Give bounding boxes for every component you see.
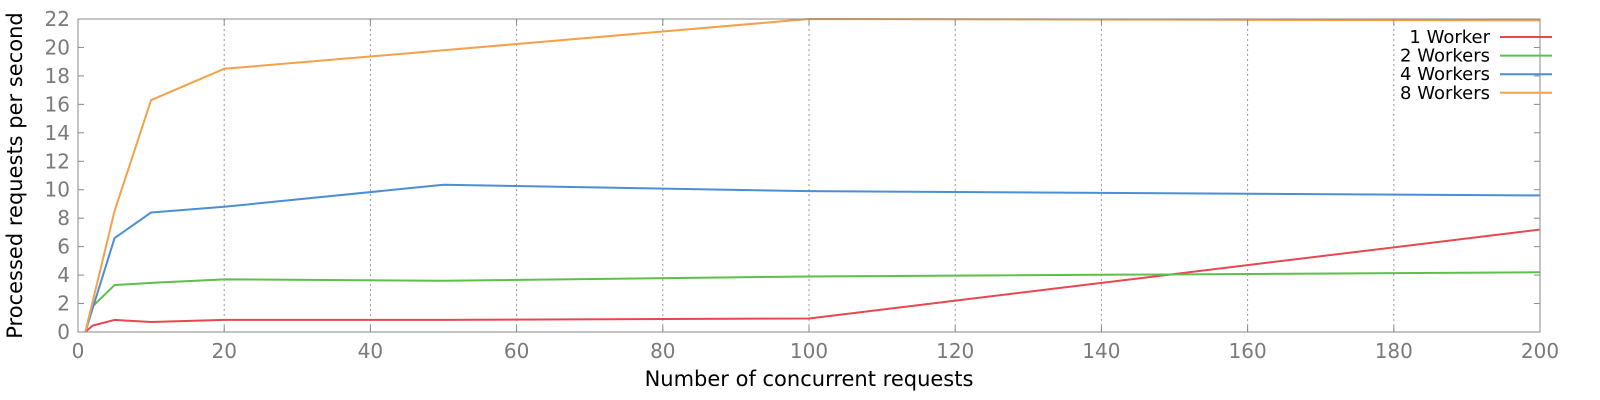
y-axis-ticks: 0 2 4 6 8 10 12 14 16 18 20 22 bbox=[45, 7, 1540, 344]
series-line-8-workers bbox=[84, 18, 1541, 333]
x-tick-label: 80 bbox=[650, 339, 675, 363]
series-line-4-workers bbox=[84, 183, 1541, 333]
legend-label: 4 Workers bbox=[1400, 64, 1490, 85]
series-lines bbox=[84, 18, 1541, 333]
y-tick-label: 4 bbox=[57, 263, 70, 287]
x-tick-label: 180 bbox=[1375, 339, 1413, 363]
y-tick-label: 6 bbox=[57, 235, 70, 259]
x-tick-label: 160 bbox=[1229, 339, 1267, 363]
x-axis-ticks: 0 20 40 60 80 100 120 140 160 180 200 bbox=[72, 19, 1559, 363]
x-tick-label: 20 bbox=[211, 339, 236, 363]
y-tick-label: 2 bbox=[57, 292, 70, 316]
x-tick-label: 0 bbox=[72, 339, 85, 363]
x-tick-label: 120 bbox=[936, 339, 974, 363]
legend-label: 8 Workers bbox=[1400, 83, 1490, 104]
y-tick-label: 14 bbox=[45, 121, 70, 145]
y-tick-label: 18 bbox=[45, 64, 70, 88]
x-tick-label: 60 bbox=[504, 339, 529, 363]
y-tick-label: 12 bbox=[45, 149, 70, 173]
y-tick-label: 8 bbox=[57, 206, 70, 230]
x-tick-label: 40 bbox=[358, 339, 383, 363]
legend-label: 2 Workers bbox=[1400, 46, 1490, 67]
grid-lines bbox=[223, 19, 1395, 332]
y-tick-label: 16 bbox=[45, 92, 70, 116]
x-tick-label: 100 bbox=[790, 339, 828, 363]
y-axis-title: Processed requests per second bbox=[3, 12, 27, 338]
y-tick-label: 22 bbox=[45, 7, 70, 31]
series-line-2-workers bbox=[84, 271, 1541, 333]
series-line-1-worker bbox=[84, 228, 1541, 333]
legend-label: 1 Worker bbox=[1409, 27, 1490, 48]
x-tick-label: 140 bbox=[1082, 339, 1120, 363]
x-axis-title: Number of concurrent requests bbox=[645, 367, 974, 391]
y-tick-label: 20 bbox=[45, 35, 70, 59]
y-tick-label: 0 bbox=[57, 320, 70, 344]
y-tick-label: 10 bbox=[45, 178, 70, 202]
x-tick-label: 200 bbox=[1521, 339, 1559, 363]
